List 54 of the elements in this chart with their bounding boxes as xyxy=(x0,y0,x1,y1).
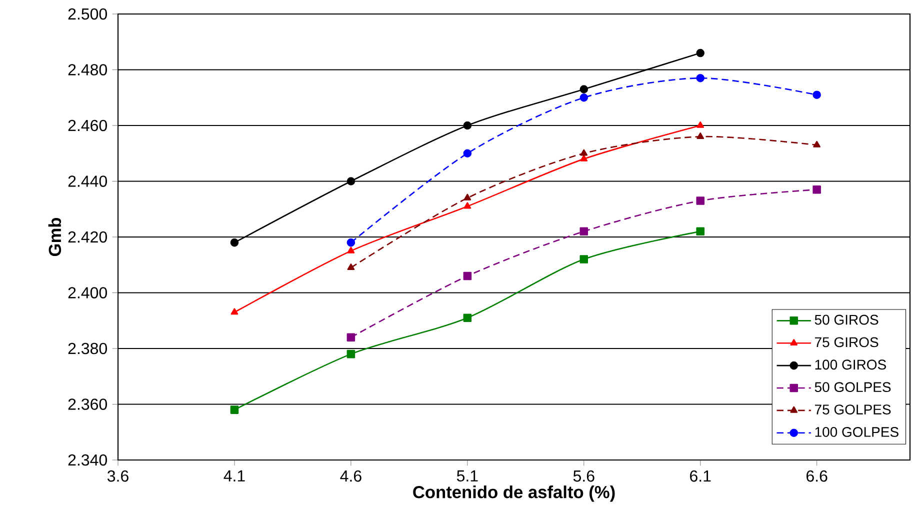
x-tick-label: 5.1 xyxy=(456,470,478,482)
point xyxy=(696,196,704,205)
point xyxy=(346,333,356,342)
point xyxy=(580,85,588,94)
point xyxy=(696,227,704,236)
point xyxy=(696,121,704,128)
point xyxy=(812,90,821,99)
point xyxy=(696,48,704,58)
point xyxy=(463,149,472,158)
point xyxy=(696,132,704,140)
y-tick-label: 2.340 xyxy=(68,454,107,466)
point xyxy=(580,154,588,162)
point xyxy=(347,264,355,270)
legend-label: 100 GOLPES xyxy=(815,427,898,437)
point xyxy=(813,140,820,148)
y-tick-label: 2.360 xyxy=(68,398,107,410)
legend-label: 75 GOLPES xyxy=(814,404,891,414)
point xyxy=(347,246,355,254)
legend-label: 100 GIROS xyxy=(815,360,886,370)
x-tick-label: 6.6 xyxy=(806,470,828,482)
x-tick-label: 6.1 xyxy=(690,470,711,482)
x-tick-label: 5.6 xyxy=(573,470,594,482)
point xyxy=(463,272,472,280)
point xyxy=(464,194,472,200)
legend-label: 75 GIROS xyxy=(814,337,878,348)
y-tick-label: 2.460 xyxy=(68,120,107,132)
x-tick-label: 4.6 xyxy=(340,470,362,482)
y-tick-label: 2.400 xyxy=(68,287,107,298)
legend-label: 50 GOLPES xyxy=(814,382,891,392)
point xyxy=(230,238,239,247)
y-tick-label: 2.480 xyxy=(68,64,107,76)
x-axis-title: Contenido de asfalto (%) xyxy=(413,486,615,502)
point xyxy=(580,149,588,156)
point xyxy=(463,314,472,322)
point xyxy=(346,350,356,358)
y-tick-label: 2.420 xyxy=(68,231,107,243)
x-tick-label: 4.1 xyxy=(224,470,245,482)
point xyxy=(346,177,356,186)
point xyxy=(580,227,588,236)
point xyxy=(580,255,588,264)
point xyxy=(230,308,238,315)
point xyxy=(463,121,472,130)
y-tick-label: 2.500 xyxy=(68,8,107,20)
x-tick-label: 3.6 xyxy=(107,470,128,482)
point xyxy=(230,406,239,414)
y-tick-label: 2.380 xyxy=(68,342,107,354)
y-axis-title: Gmb xyxy=(48,218,62,256)
point xyxy=(346,238,356,247)
legend-label: 50 GIROS xyxy=(814,314,878,325)
point xyxy=(464,202,472,209)
point xyxy=(812,185,821,194)
point xyxy=(696,74,704,82)
point xyxy=(580,93,588,102)
y-tick-label: 2.440 xyxy=(68,176,107,187)
